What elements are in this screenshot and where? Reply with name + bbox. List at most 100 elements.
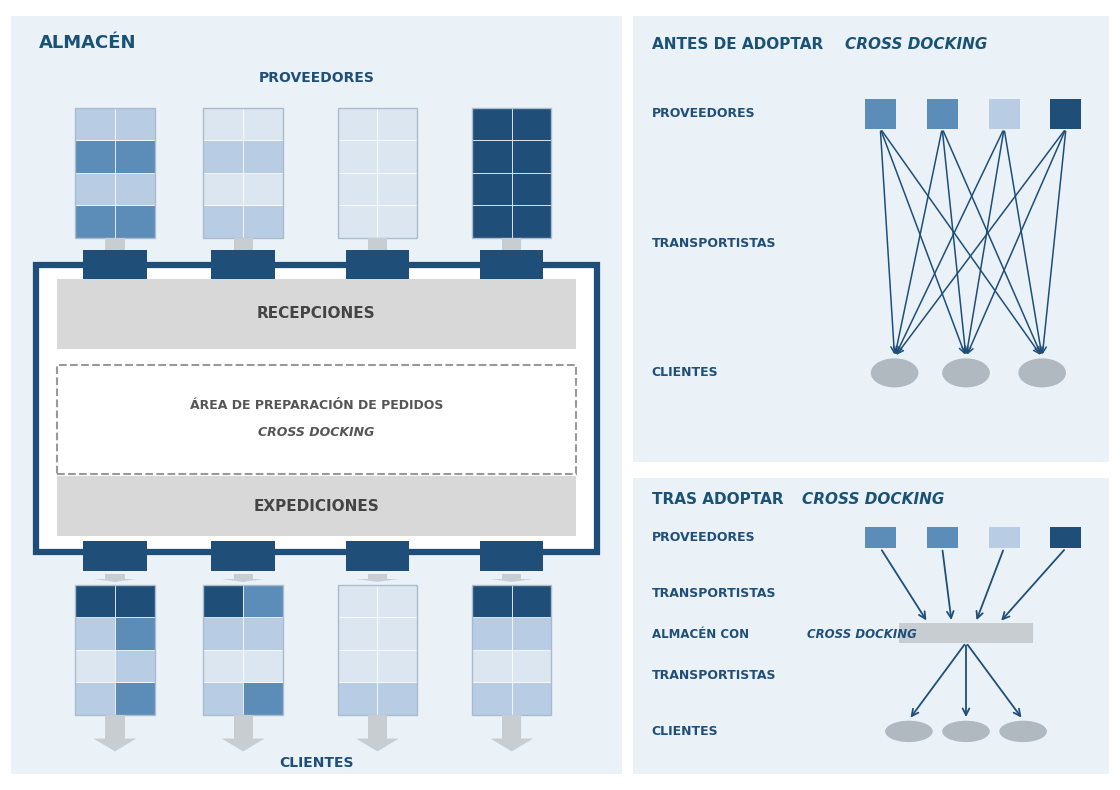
Bar <box>502 238 521 250</box>
Bar <box>105 715 124 739</box>
Bar <box>115 682 155 715</box>
Polygon shape <box>491 579 533 582</box>
Text: CLIENTES: CLIENTES <box>652 367 718 379</box>
Ellipse shape <box>942 359 990 387</box>
Text: ALMACÉN CON: ALMACÉN CON <box>652 628 753 641</box>
Bar <box>472 141 512 173</box>
Bar <box>75 682 115 715</box>
Bar <box>204 585 243 617</box>
Bar <box>338 649 377 682</box>
Bar <box>115 205 155 238</box>
Polygon shape <box>94 250 137 257</box>
Bar <box>512 173 551 205</box>
Bar <box>75 585 115 617</box>
Bar <box>83 541 147 571</box>
Bar <box>480 541 543 571</box>
Bar <box>57 279 576 349</box>
Bar <box>377 108 417 141</box>
Bar <box>57 476 576 536</box>
Bar <box>243 141 283 173</box>
Text: EXPEDICIONES: EXPEDICIONES <box>253 498 380 514</box>
Bar <box>75 141 115 173</box>
Text: TRANSPORTISTAS: TRANSPORTISTAS <box>652 587 776 600</box>
Bar <box>338 108 377 141</box>
Text: ALMACÉN: ALMACÉN <box>39 34 137 52</box>
Bar <box>234 715 253 739</box>
Polygon shape <box>222 739 264 751</box>
Ellipse shape <box>942 720 990 742</box>
Bar <box>472 205 512 238</box>
Bar <box>115 108 155 141</box>
Bar <box>338 585 377 617</box>
Bar <box>346 541 409 571</box>
Bar <box>480 250 543 280</box>
Bar <box>989 100 1019 129</box>
Bar <box>346 250 409 280</box>
Ellipse shape <box>1018 359 1066 387</box>
Text: CROSS DOCKING: CROSS DOCKING <box>806 628 916 641</box>
Bar <box>472 585 512 617</box>
Ellipse shape <box>885 720 933 742</box>
Bar <box>204 108 283 238</box>
Text: CROSS DOCKING: CROSS DOCKING <box>259 427 374 439</box>
Bar <box>367 715 388 739</box>
Bar <box>204 617 243 649</box>
Bar <box>212 541 274 571</box>
Text: TRAS ADOPTAR: TRAS ADOPTAR <box>652 492 788 507</box>
FancyBboxPatch shape <box>627 10 1114 468</box>
Bar <box>472 682 512 715</box>
Bar <box>377 205 417 238</box>
Bar <box>75 108 155 238</box>
Bar <box>865 100 896 129</box>
Bar <box>204 649 243 682</box>
Bar <box>338 141 377 173</box>
Bar <box>338 205 377 238</box>
Bar <box>926 526 958 548</box>
Text: CLIENTES: CLIENTES <box>279 756 354 770</box>
Bar <box>865 526 896 548</box>
Text: RECEPCIONES: RECEPCIONES <box>258 307 375 322</box>
Polygon shape <box>356 579 399 582</box>
Bar <box>243 108 283 141</box>
Bar <box>338 108 417 238</box>
Ellipse shape <box>871 359 918 387</box>
Text: TRANSPORTISTAS: TRANSPORTISTAS <box>652 669 776 682</box>
Bar <box>57 365 576 473</box>
Bar <box>243 682 283 715</box>
Bar <box>204 585 283 715</box>
Bar <box>512 649 551 682</box>
Bar <box>377 617 417 649</box>
Bar <box>243 205 283 238</box>
Bar <box>899 623 1033 642</box>
Text: CROSS DOCKING: CROSS DOCKING <box>802 492 944 507</box>
Text: PROVEEDORES: PROVEEDORES <box>259 71 374 85</box>
Bar <box>1051 526 1082 548</box>
Polygon shape <box>94 739 137 751</box>
Polygon shape <box>491 250 533 257</box>
Bar <box>472 617 512 649</box>
Bar <box>377 173 417 205</box>
Bar <box>105 238 124 250</box>
FancyBboxPatch shape <box>3 9 629 781</box>
Bar <box>115 173 155 205</box>
Bar <box>512 205 551 238</box>
Bar <box>115 585 155 617</box>
Bar <box>204 108 243 141</box>
Bar <box>204 682 243 715</box>
Bar <box>75 205 115 238</box>
Text: PROVEEDORES: PROVEEDORES <box>652 531 756 544</box>
Bar <box>502 574 521 579</box>
Bar <box>472 108 512 141</box>
Bar <box>115 649 155 682</box>
Bar <box>75 585 155 715</box>
Bar <box>115 141 155 173</box>
Bar <box>926 100 958 129</box>
Bar <box>338 617 377 649</box>
Bar <box>367 574 388 579</box>
Bar <box>204 173 243 205</box>
Bar <box>377 682 417 715</box>
Text: PROVEEDORES: PROVEEDORES <box>652 107 756 121</box>
Polygon shape <box>491 739 533 751</box>
Text: CROSS DOCKING: CROSS DOCKING <box>844 37 987 52</box>
Bar <box>367 238 388 250</box>
